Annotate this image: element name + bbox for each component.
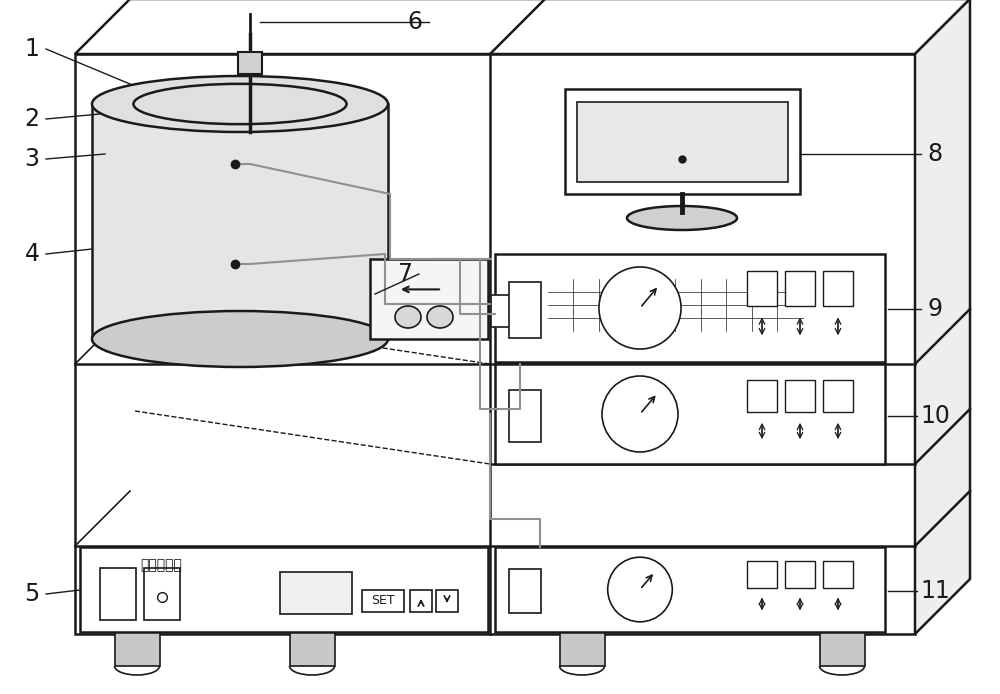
Bar: [747, 380, 777, 412]
Ellipse shape: [92, 76, 388, 132]
Text: 11: 11: [920, 579, 950, 603]
Bar: [823, 561, 853, 588]
Bar: [238, 52, 262, 74]
Bar: [495, 254, 885, 362]
Bar: [548, 279, 803, 331]
Text: SET: SET: [371, 595, 395, 607]
Bar: [509, 390, 541, 442]
Bar: [577, 102, 788, 182]
Text: 2: 2: [24, 107, 40, 131]
Bar: [436, 590, 458, 612]
Ellipse shape: [602, 376, 678, 452]
Bar: [362, 590, 404, 612]
Bar: [290, 632, 335, 666]
Bar: [785, 380, 815, 412]
Ellipse shape: [92, 311, 388, 367]
Bar: [75, 54, 915, 634]
Ellipse shape: [427, 306, 453, 328]
Polygon shape: [75, 0, 970, 54]
Bar: [785, 561, 815, 588]
Bar: [785, 271, 815, 306]
Text: 5: 5: [24, 582, 40, 606]
Text: 6: 6: [408, 10, 422, 34]
Bar: [100, 568, 136, 620]
Text: 3: 3: [24, 147, 40, 171]
Text: 7: 7: [398, 262, 413, 286]
Text: 4: 4: [24, 242, 40, 266]
Text: 10: 10: [920, 404, 950, 428]
Bar: [144, 568, 180, 620]
Ellipse shape: [395, 306, 421, 328]
Bar: [823, 271, 853, 306]
Bar: [280, 572, 352, 614]
Bar: [80, 547, 488, 632]
Bar: [92, 104, 388, 339]
Bar: [747, 561, 777, 588]
Bar: [509, 282, 541, 338]
Polygon shape: [915, 0, 970, 634]
Bar: [747, 271, 777, 306]
Bar: [410, 590, 432, 612]
Bar: [823, 380, 853, 412]
Text: 9: 9: [928, 297, 942, 321]
Ellipse shape: [627, 206, 737, 230]
Ellipse shape: [599, 267, 681, 349]
Bar: [370, 259, 488, 339]
Bar: [115, 632, 160, 666]
Bar: [495, 547, 885, 632]
Text: 8: 8: [927, 142, 943, 166]
Bar: [509, 569, 541, 613]
Text: 恒温水浴锅: 恒温水浴锅: [140, 559, 182, 573]
Bar: [820, 632, 865, 666]
Bar: [491, 295, 519, 327]
Bar: [565, 89, 800, 194]
Bar: [560, 632, 605, 666]
Bar: [495, 364, 885, 464]
Text: 1: 1: [25, 37, 39, 61]
Ellipse shape: [608, 557, 672, 622]
